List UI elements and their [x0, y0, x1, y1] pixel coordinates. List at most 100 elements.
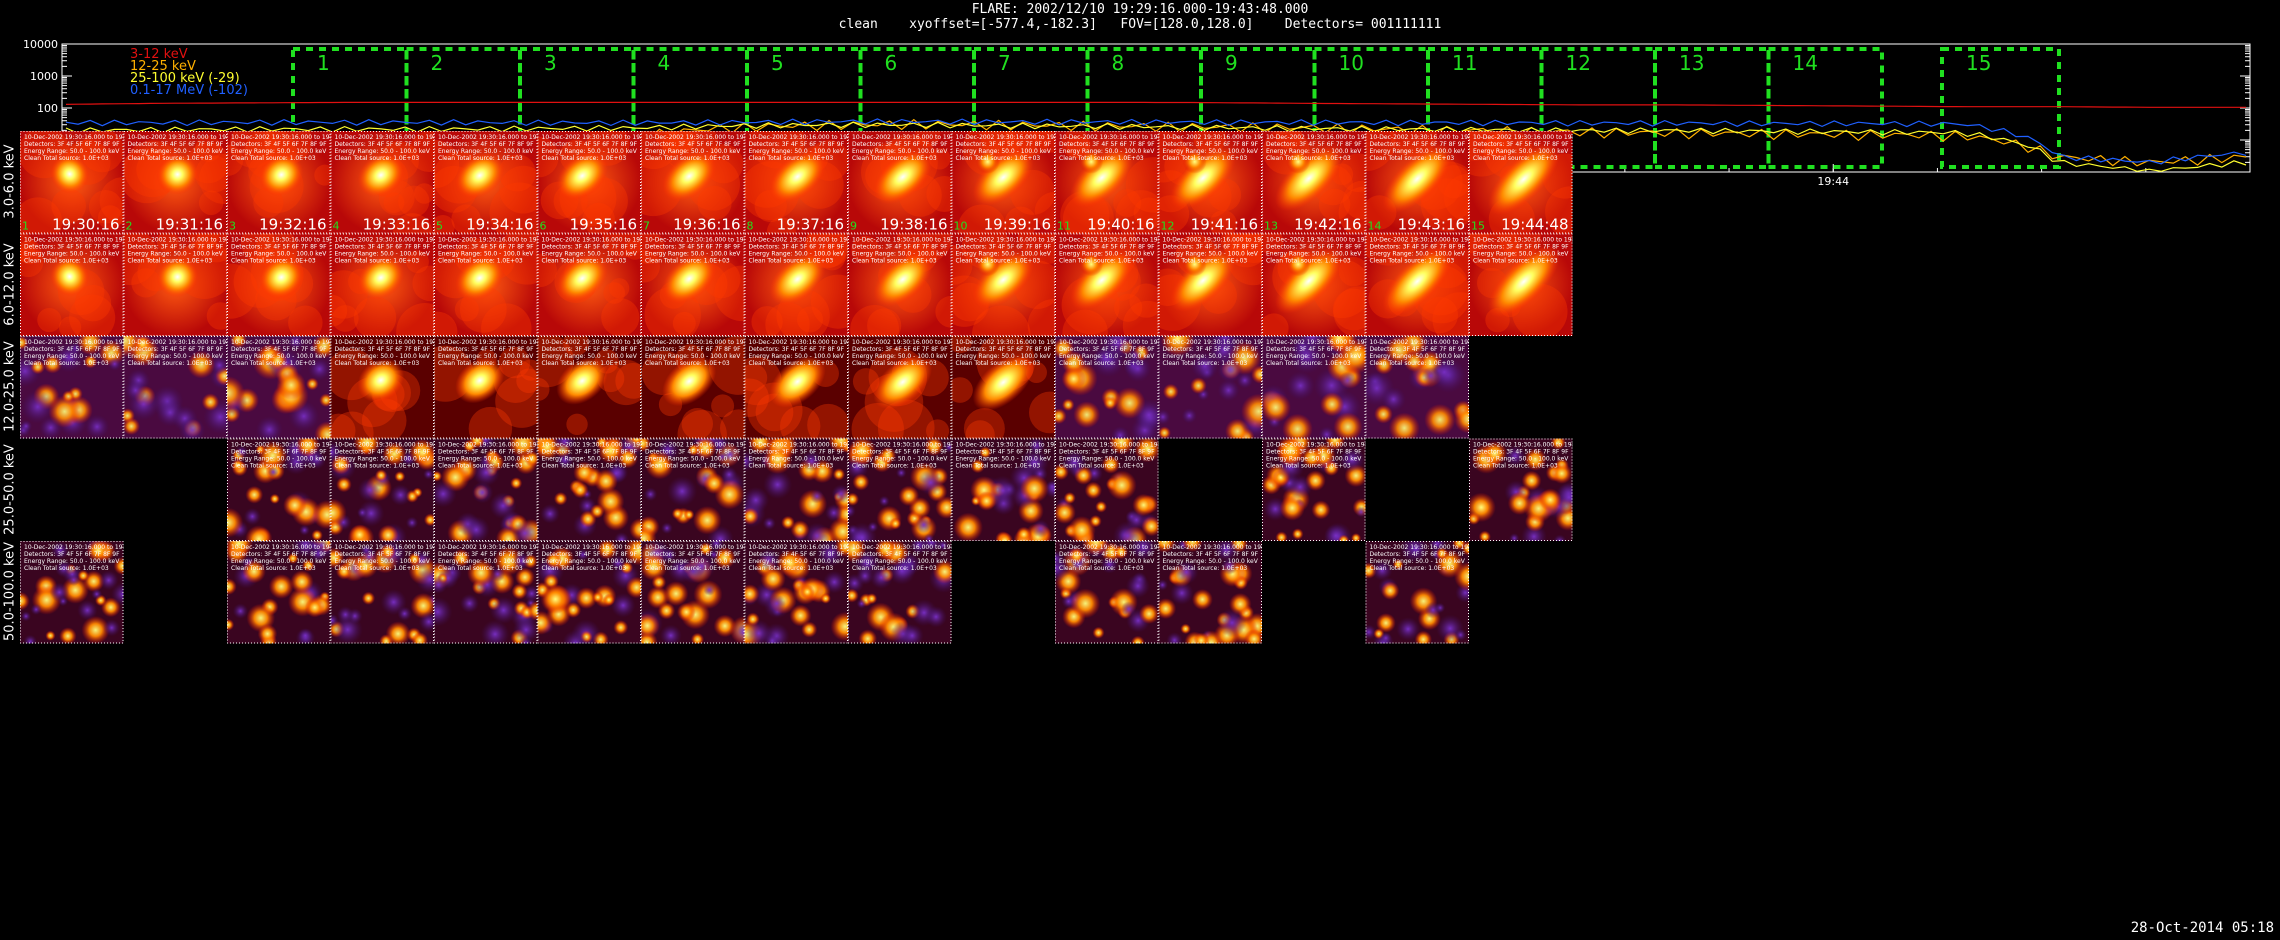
tile-info-line: Energy Range: 50.0 - 100.0 keV — [1266, 456, 1362, 463]
noise-blob — [1553, 534, 1567, 541]
tile-info-line: Energy Range: 50.0 - 100.0 keV — [1163, 353, 1259, 360]
tile-info-line: Detectors: 3F 4F 5F 6F 7F 8F 9F — [852, 141, 948, 148]
texture-blob — [582, 202, 615, 234]
tile-info-line: Energy Range: 50.0 - 100.0 keV — [438, 148, 534, 155]
noise-blob — [803, 522, 831, 541]
image-tile: 10-Dec-2002 19:30:16.000 to 19:31:16Dete… — [330, 541, 434, 644]
texture-blob — [97, 205, 123, 230]
texture-blob — [498, 346, 531, 379]
noise-blob — [932, 559, 952, 584]
noise-blob — [423, 513, 434, 527]
noise-blob — [235, 445, 249, 459]
noise-blob — [1421, 366, 1440, 386]
texture-blob — [1220, 233, 1252, 256]
tile-info-line: Clean Total source: 1.0E+03 — [1059, 258, 1144, 265]
noise-blob — [1141, 516, 1159, 537]
texture-blob — [1115, 190, 1159, 234]
noise-blob — [924, 533, 935, 541]
flare-source — [873, 354, 933, 410]
noise-blob — [690, 632, 705, 644]
tile-info-line: 10-Dec-2002 19:30:16.000 to 19:31:16 — [1163, 339, 1281, 346]
texture-blob — [1421, 296, 1459, 334]
flare-source — [1382, 144, 1453, 214]
noise-blob — [917, 469, 944, 496]
noise-blob — [1134, 438, 1159, 463]
series-line — [65, 121, 2247, 172]
tile-info-line: 10-Dec-2002 19:30:16.000 to 19:31:16 — [1059, 544, 1177, 551]
noise-blob — [1112, 521, 1143, 541]
tile-info-line: Detectors: 3F 4F 5F 6F 7F 8F 9F — [956, 449, 1052, 456]
flare-source — [455, 357, 505, 404]
texture-blob — [537, 253, 557, 288]
noise-blob — [1244, 629, 1262, 644]
tile-info-line: 10-Dec-2002 19:30:16.000 to 19:31:16 — [24, 544, 142, 551]
noise-blob — [1158, 541, 1176, 553]
flare-source — [1488, 143, 1560, 215]
noise-blob — [830, 611, 848, 642]
noise-blob — [1019, 474, 1049, 503]
tile-info-line: 10-Dec-2002 19:30:16.000 to 19:31:16 — [1266, 237, 1384, 244]
noise-blob — [377, 524, 399, 541]
noise-blob — [1158, 598, 1177, 620]
tile-info-line: Energy Range: 50.0 - 100.0 keV — [438, 456, 534, 463]
texture-blob — [20, 246, 44, 278]
tile-time-label: 19:42:16 — [1294, 216, 1361, 234]
tile-info-line: Clean Total source: 1.0E+03 — [852, 155, 937, 162]
noise-blob — [336, 606, 354, 624]
noise-blob — [302, 559, 315, 572]
tile-info-line: Clean Total source: 1.0E+03 — [1370, 565, 1455, 572]
tile-info-line: Energy Range: 50.0 - 100.0 keV — [1266, 251, 1362, 258]
tile-info-line: Detectors: 3F 4F 5F 6F 7F 8F 9F — [852, 346, 948, 353]
image-tile: 10-Dec-2002 19:30:16.000 to 19:31:16Dete… — [227, 336, 331, 439]
noise-blob — [924, 438, 944, 456]
tile-info-line: Energy Range: 50.0 - 100.0 keV — [1059, 251, 1155, 258]
noise-blob — [512, 551, 531, 571]
noise-blob — [852, 473, 870, 491]
noise-blob — [45, 630, 56, 641]
noise-blob — [856, 598, 867, 609]
image-tile: 10-Dec-2002 19:30:16.000 to 19:31:16Dete… — [1469, 438, 1573, 541]
tile-border — [1055, 438, 1159, 541]
noise-blob — [848, 541, 867, 563]
tile-border — [848, 233, 952, 336]
texture-blob — [719, 409, 745, 439]
noise-blob — [790, 520, 810, 540]
texture-blob — [1158, 131, 1189, 183]
noise-blob — [61, 576, 89, 604]
tile-info-line: 10-Dec-2002 19:30:16.000 to 19:31:16 — [749, 237, 867, 244]
noise-blob — [389, 484, 412, 506]
texture-blob — [624, 239, 641, 260]
tile-border — [1469, 131, 1573, 234]
noise-blob — [1338, 534, 1350, 541]
noise-blob — [976, 491, 997, 511]
noise-blob — [242, 559, 266, 584]
noise-blob — [113, 556, 124, 575]
texture-blob — [681, 408, 714, 439]
texture-blob — [765, 302, 810, 336]
noise-blob — [1538, 488, 1562, 512]
image-tile: 10-Dec-2002 19:30:16.000 to 19:31:16Dete… — [330, 438, 434, 541]
noise-blob — [77, 336, 104, 356]
tile-border — [744, 131, 848, 234]
texture-blob — [330, 294, 348, 327]
noise-blob — [434, 470, 443, 482]
image-tile: 10-Dec-2002 19:30:16.000 to 19:31:16Dete… — [1158, 233, 1262, 336]
noise-blob — [1073, 401, 1101, 429]
tile-info-line: Detectors: 3F 4F 5F 6F 7F 8F 9F — [542, 141, 638, 148]
noise-blob — [227, 578, 237, 595]
tile-border — [434, 131, 538, 234]
tile-info-line: Clean Total source: 1.0E+03 — [1059, 360, 1144, 367]
tile-info-line: 10-Dec-2002 19:30:16.000 to 19:31:16 — [645, 339, 763, 346]
image-tile: 10-Dec-2002 19:30:16.000 to 19:31:16Dete… — [1365, 541, 1469, 644]
noise-blob — [227, 376, 245, 410]
secondary-source — [1286, 149, 1311, 174]
noise-blob — [418, 611, 434, 632]
noise-blob — [512, 616, 538, 643]
image-tile: 10-Dec-2002 19:30:16.000 to 19:31:16Dete… — [537, 541, 641, 644]
tile-info-line: Detectors: 3F 4F 5F 6F 7F 8F 9F — [231, 346, 327, 353]
texture-blob — [1230, 233, 1262, 263]
tile-info-line: 10-Dec-2002 19:30:16.000 to 19:31:16 — [749, 134, 867, 141]
tile-info-line: Detectors: 3F 4F 5F 6F 7F 8F 9F — [438, 346, 534, 353]
tile-info-line: Detectors: 3F 4F 5F 6F 7F 8F 9F — [128, 244, 224, 251]
tile-info-line: Clean Total source: 1.0E+03 — [542, 155, 627, 162]
